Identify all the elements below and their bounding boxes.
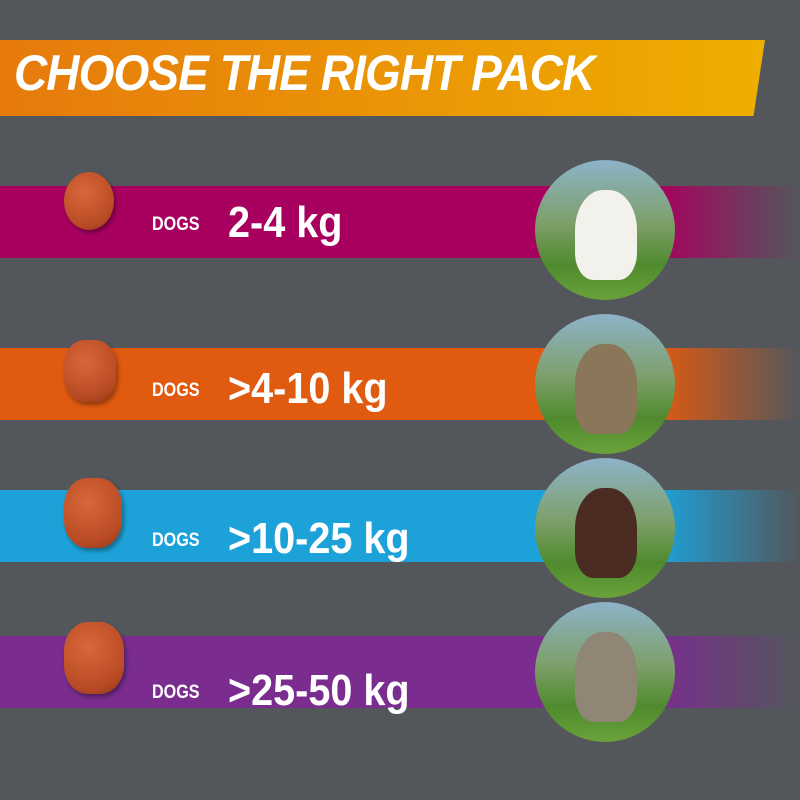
dog-photo <box>535 602 675 742</box>
kibble-image <box>64 622 124 694</box>
dog-image <box>575 488 637 578</box>
row-bar <box>0 348 800 420</box>
dogs-label: DOGS <box>152 380 200 401</box>
dog-image <box>575 344 637 434</box>
dog-photo <box>535 160 675 300</box>
dogs-label: DOGS <box>152 214 200 235</box>
weight-range: >4-10 kg <box>228 364 388 413</box>
pack-row-2: DOGS >4-10 kg <box>0 314 800 454</box>
row-bar <box>0 186 800 258</box>
weight-range: >25-50 kg <box>228 666 410 715</box>
kibble-image <box>64 172 114 230</box>
pack-row-1: DOGS 2-4 kg <box>0 160 800 300</box>
title-banner <box>0 40 765 116</box>
dogs-label: DOGS <box>152 530 200 551</box>
kibble-image <box>64 478 122 548</box>
kibble-image <box>64 340 116 402</box>
page-title: CHOOSE THE RIGHT PACK <box>14 45 595 101</box>
dog-photo <box>535 314 675 454</box>
dog-image <box>575 632 637 722</box>
dog-photo <box>535 458 675 598</box>
pack-row-4: DOGS >25-50 kg <box>0 602 800 742</box>
weight-range: >10-25 kg <box>228 514 410 563</box>
dogs-label: DOGS <box>152 682 200 703</box>
pack-row-3: DOGS >10-25 kg <box>0 458 800 598</box>
weight-range: 2-4 kg <box>228 198 343 247</box>
dog-image <box>575 190 637 280</box>
